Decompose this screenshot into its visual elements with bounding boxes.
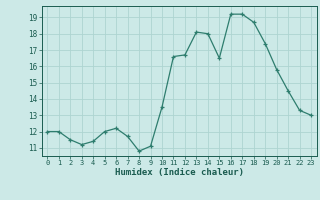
X-axis label: Humidex (Indice chaleur): Humidex (Indice chaleur) [115, 168, 244, 177]
